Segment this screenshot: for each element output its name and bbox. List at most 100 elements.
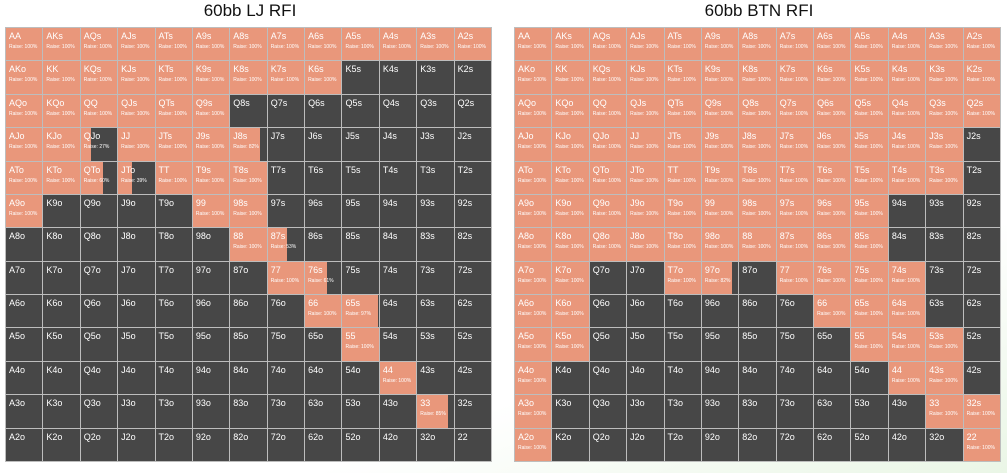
raise-fill (118, 161, 133, 194)
raise-label: Raise: 100% (742, 144, 771, 151)
hand-label: J3s (929, 131, 944, 142)
hand-label: 73s (929, 264, 944, 275)
hand-label: T6s (308, 164, 324, 175)
hand-cell: 32o (926, 428, 963, 461)
hand-cell: 77 Raise: 100% (776, 261, 814, 295)
hand-cell: 52s (963, 328, 1000, 361)
raise-fill (155, 61, 192, 94)
hand-label: 95s (854, 197, 869, 208)
hand-cell: T6o (155, 295, 192, 328)
raise-label: Raise: 100% (46, 44, 75, 50)
hand-cell: AJo Raise: 100% (515, 128, 552, 161)
raise-label: Raise: 100% (667, 144, 696, 151)
hand-cell: 92o (192, 428, 230, 461)
hand-label: 52s (966, 331, 982, 342)
hand-label: 86s (817, 231, 832, 242)
hand-label: 63o (817, 398, 833, 409)
hand-cell: Q5o (80, 328, 118, 361)
hand-label: J7o (630, 264, 645, 275)
hand-label: 72o (270, 431, 286, 442)
hand-cell: AJs Raise: 100% (118, 28, 155, 61)
hand-label: 54o (854, 364, 870, 375)
hand-cell: K8o Raise: 100% (552, 228, 589, 261)
hand-label: J5s (345, 131, 360, 142)
hand-cell: T9o (155, 194, 192, 228)
raise-label: Raise: 100% (817, 210, 846, 217)
raise-label: Raise: 100% (83, 110, 113, 117)
hand-cell: KJo Raise: 100% (43, 128, 80, 161)
hand-cell: 94o (701, 361, 739, 395)
hand-label: KQo (555, 97, 574, 108)
hand-label: T2o (158, 431, 175, 442)
raise-label: Raise: 100% (817, 311, 846, 318)
hand-label: J4s (382, 131, 397, 142)
raise-label: Raise: 100% (742, 44, 771, 50)
hand-cell: T3o (664, 395, 701, 428)
raise-label: Raise: 100% (345, 344, 374, 351)
hand-label: 84s (891, 231, 907, 242)
hand-label: 33 (420, 398, 431, 409)
raise-fill (888, 161, 926, 194)
hand-cell: A8o Raise: 100% (515, 228, 552, 261)
hand-label: 87s (779, 231, 795, 242)
hand-label: 74o (270, 364, 286, 375)
hand-cell: AA Raise: 100% (6, 28, 43, 61)
hand-label: 62o (817, 431, 833, 442)
hand-cell: 83s (926, 228, 963, 261)
hand-label: A9o (518, 197, 535, 208)
raise-fill (739, 194, 776, 228)
raise-fill (627, 94, 664, 128)
raise-label: Raise: 100% (518, 277, 547, 284)
raise-fill (43, 161, 80, 194)
hand-label: Q8s (233, 97, 250, 108)
raise-label: Raise: 100% (966, 77, 995, 84)
raise-fill (379, 28, 417, 61)
raise-label: Raise: 100% (592, 77, 622, 84)
raise-label: Raise: 100% (308, 44, 337, 50)
hand-label: 65o (817, 331, 833, 342)
hand-cell: 92s (963, 194, 1000, 228)
raise-fill (589, 161, 627, 194)
hand-label: A2o (518, 431, 535, 442)
hand-cell: T6s (305, 161, 342, 194)
hand-label: Q3o (83, 398, 101, 409)
raise-fill (701, 61, 739, 94)
hand-cell: 95s Raise: 100% (851, 194, 888, 228)
hand-cell: 72s (963, 261, 1000, 295)
raise-label: Raise: 100% (592, 44, 622, 50)
hand-label: 94o (704, 364, 720, 375)
raise-fill (80, 94, 118, 128)
raise-label: Raise: 85% (420, 411, 446, 418)
hand-label: 52o (854, 431, 870, 442)
raise-label: Raise: 100% (854, 344, 883, 351)
hand-cell: J7s (267, 128, 305, 161)
hand-cell: Q8s (230, 94, 267, 128)
hand-cell: 62s (963, 295, 1000, 328)
hand-label: 95o (704, 331, 720, 342)
raise-fill (230, 161, 267, 194)
hand-cell: A9s Raise: 100% (192, 28, 230, 61)
hand-cell: T5o (155, 328, 192, 361)
hand-label: A2o (9, 431, 26, 442)
hand-label: AKs (46, 31, 63, 41)
raise-label: Raise: 100% (518, 110, 547, 117)
raise-fill (701, 28, 739, 61)
raise-label: Raise: 100% (742, 210, 771, 217)
hand-label: ATo (9, 164, 24, 175)
hand-label: K7s (779, 64, 796, 75)
hand-cell: TT Raise: 100% (664, 161, 701, 194)
raise-fill (552, 328, 589, 361)
hand-cell: Q8o Raise: 100% (589, 228, 627, 261)
hand-label: K8s (742, 64, 758, 75)
hand-label: 87o (233, 264, 249, 275)
hand-cell: 76o (267, 295, 305, 328)
raise-label: Raise: 100% (270, 277, 300, 284)
raise-label: Raise: 100% (817, 144, 846, 151)
hand-cell: 76s Raise: 61% (305, 261, 342, 295)
raise-label: Raise: 100% (779, 44, 809, 50)
hand-cell: T4o (664, 361, 701, 395)
hand-cell: AKs Raise: 100% (552, 28, 589, 61)
raise-label: Raise: 100% (667, 244, 696, 251)
raise-label: Raise: 100% (555, 77, 584, 84)
hand-cell: A4s Raise: 100% (379, 28, 417, 61)
